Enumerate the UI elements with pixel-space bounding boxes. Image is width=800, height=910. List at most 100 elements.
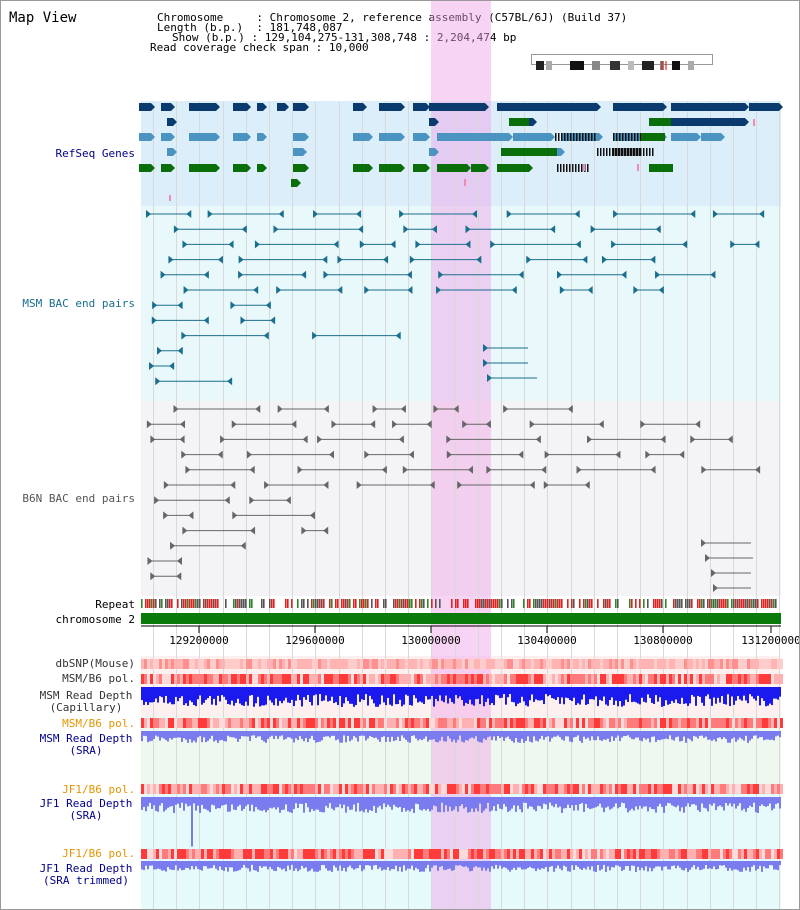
read-depth-bar <box>713 731 715 740</box>
polymorphism-cell <box>546 849 549 859</box>
polymorphism-cell <box>147 659 150 669</box>
msm-bac-label[interactable]: MSM BAC end pairs <box>22 297 135 310</box>
polymorphism-cell <box>225 784 228 794</box>
polymorphism-cell <box>396 718 399 728</box>
polymorphism-cell <box>549 659 552 669</box>
repeat-element <box>319 599 321 608</box>
repeat-element <box>355 599 357 608</box>
jf1-b6-pol-label[interactable]: JF1/B6 pol. <box>62 783 135 796</box>
refseq-label[interactable]: RefSeq Genes <box>55 147 135 160</box>
polymorphism-cell <box>756 784 759 794</box>
read-depth-bar <box>151 687 153 703</box>
chromosome-track-label[interactable]: chromosome 2 <box>55 613 135 626</box>
read-depth-bar <box>491 731 493 741</box>
read-depth-bar <box>327 731 329 737</box>
read-depth-bar <box>519 731 521 743</box>
polymorphism-cell <box>168 849 171 859</box>
polymorphism-cell <box>234 784 237 794</box>
grid-line <box>199 101 200 909</box>
polymorphism-cell <box>372 674 375 684</box>
read-depth-bar <box>655 861 657 867</box>
polymorphism-cell <box>294 659 297 669</box>
read-depth-bar <box>529 861 531 867</box>
read-depth-bar <box>471 731 473 738</box>
read-depth-bar <box>485 797 487 809</box>
polymorphism-cell <box>381 718 384 728</box>
polymorphism-cell <box>684 674 687 684</box>
jf1-depth-sra-label[interactable]: JF1 Read Depth <box>39 797 133 810</box>
read-depth-bar <box>755 731 757 736</box>
b6n-bac-label[interactable]: B6N BAC end pairs <box>22 492 135 505</box>
polymorphism-cell <box>144 849 147 859</box>
chromosome-ideogram[interactable] <box>531 54 713 72</box>
read-depth-bar <box>627 687 629 702</box>
polymorphism-cell <box>582 784 585 794</box>
dbsnp-label[interactable]: dbSNP(Mouse) <box>55 657 135 670</box>
b6n-bac-pair-end <box>468 465 474 474</box>
read-depth-bar <box>593 797 595 808</box>
msm-bac-pair-end <box>759 210 765 218</box>
read-depth-bar <box>457 861 459 866</box>
gene-exon-hatch <box>613 133 615 141</box>
read-depth-bar <box>275 731 277 736</box>
read-depth-bar <box>423 797 425 809</box>
grid-line <box>617 101 618 909</box>
read-depth-bar <box>645 797 647 807</box>
polymorphism-cell <box>726 659 729 669</box>
b6n-bac-pair-end <box>249 496 255 505</box>
read-depth-bar <box>575 731 577 737</box>
read-depth-bar <box>429 797 431 812</box>
read-depth-bar <box>285 861 287 872</box>
polymorphism-cell <box>210 718 213 728</box>
polymorphism-cell <box>234 849 237 859</box>
read-depth-bar <box>585 861 587 870</box>
read-depth-bar <box>165 861 167 872</box>
read-depth-bar <box>573 797 575 811</box>
read-depth-bar <box>745 687 747 701</box>
read-depth-bar <box>661 861 663 871</box>
read-depth-bar <box>401 861 403 872</box>
repeat-element <box>367 599 369 608</box>
b6n-bac-pair-end <box>576 465 582 474</box>
polymorphism-cell <box>387 674 390 684</box>
b6n-bac-pair-end <box>503 405 509 413</box>
read-depth-bar <box>639 687 641 705</box>
polymorphism-cell <box>288 849 291 859</box>
read-depth-bar <box>651 687 653 703</box>
polymorphism-cell <box>507 718 510 728</box>
polymorphism-cell <box>576 718 579 728</box>
polymorphism-cell <box>411 659 414 669</box>
polymorphism-cell <box>708 784 711 794</box>
read-depth-bar <box>557 797 559 808</box>
read-depth-bar <box>777 797 779 804</box>
read-depth-bar <box>619 797 621 807</box>
read-depth-bar <box>487 861 489 869</box>
read-depth-bar <box>413 861 415 871</box>
b6n-bac-pair-end <box>291 420 297 429</box>
repeat-element <box>703 599 705 608</box>
msm-depth-cap-label[interactable]: MSM Read Depth <box>39 689 133 702</box>
jf1-b6-pol2-label[interactable]: JF1/B6 pol. <box>62 847 135 860</box>
repeat-label[interactable]: Repeat <box>95 598 135 611</box>
coverage-value: 10,000 <box>328 41 369 54</box>
read-depth-bar <box>367 687 369 706</box>
polymorphism-cell <box>162 659 165 669</box>
polymorphism-cell <box>561 659 564 669</box>
read-depth-bar <box>309 731 311 739</box>
msm-b6-pol2-label[interactable]: MSM/B6 pol. <box>62 717 135 730</box>
read-depth-bar <box>571 687 573 702</box>
read-depth-bar <box>389 797 391 807</box>
read-depth-bar <box>459 687 461 697</box>
msm-depth-sra-label[interactable]: MSM Read Depth <box>39 732 133 745</box>
read-depth-bar <box>535 687 537 700</box>
polymorphism-cell <box>453 674 456 684</box>
jf1-depth-trim-label[interactable]: JF1 Read Depth <box>39 862 133 875</box>
read-depth-bar <box>289 731 291 738</box>
read-depth-bar <box>693 731 695 737</box>
polymorphism-cell <box>201 674 204 684</box>
msm-b6-pol-label[interactable]: MSM/B6 pol. <box>62 672 135 685</box>
polymorphism-cell <box>549 784 552 794</box>
gene-exon-hatch <box>582 133 584 141</box>
polymorphism-cell <box>588 718 591 728</box>
